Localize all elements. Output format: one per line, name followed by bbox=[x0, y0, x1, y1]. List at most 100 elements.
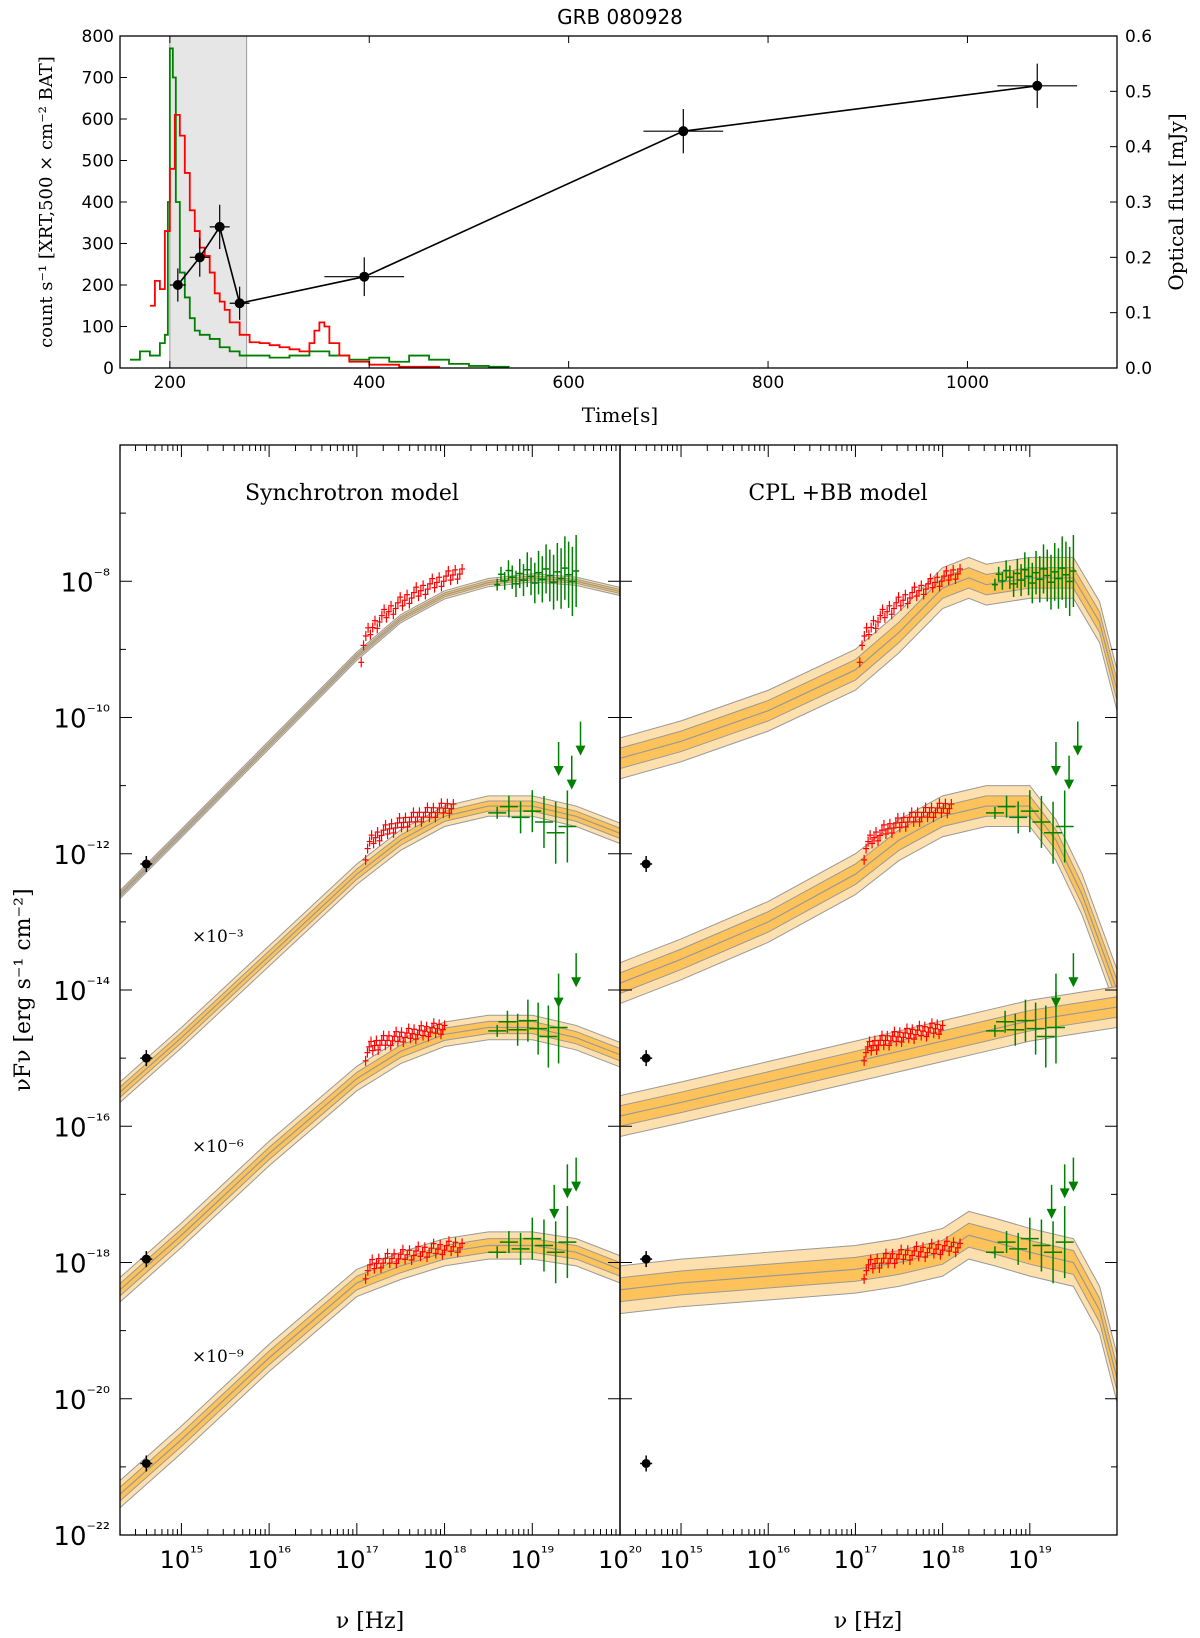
scale-label-2: ×10⁻⁶ bbox=[192, 1137, 244, 1157]
bat-upper-limit-arrow bbox=[1050, 766, 1061, 776]
bat-upper-limit-arrow bbox=[549, 1208, 560, 1219]
optical-sed-marker bbox=[141, 1053, 151, 1063]
optical-sed-marker bbox=[141, 859, 151, 869]
plot-layer bbox=[120, 535, 620, 1509]
optical-sed-marker bbox=[641, 1053, 651, 1063]
sed-synchrotron-plot bbox=[120, 535, 620, 1509]
top-panel: GRB 080928 200 400 600 800 1000 0 100 200 300 40… bbox=[36, 5, 1188, 427]
bat-lightcurve bbox=[129, 47, 510, 368]
y-tick-label: 600 bbox=[82, 110, 114, 130]
model-band-outer bbox=[120, 795, 620, 1104]
top-frame bbox=[119, 35, 1118, 369]
tick-label: 10¹⁵ bbox=[160, 1543, 204, 1574]
y-tick-label: 200 bbox=[82, 276, 114, 296]
y-tick-label: 0.6 bbox=[1125, 27, 1152, 47]
shaded-interval bbox=[169, 35, 248, 369]
optical-sed-marker bbox=[641, 1254, 651, 1264]
tick-label: 10⁻¹² bbox=[53, 839, 110, 871]
optical-sed-marker bbox=[641, 859, 651, 869]
model-line bbox=[120, 1244, 620, 1495]
optical-point bbox=[209, 204, 230, 250]
sed-panels: Synchrotron model CPL +BB model 10⁻⁸ 10⁻¹… bbox=[11, 444, 1118, 1634]
tick-label: 10¹⁷ bbox=[834, 1543, 878, 1574]
tick-label: 10¹⁷ bbox=[335, 1543, 379, 1574]
tick-label: 10⁻⁸ bbox=[60, 566, 110, 598]
x-tick-label: 800 bbox=[752, 373, 784, 393]
model-line bbox=[120, 1026, 620, 1291]
y-tick-label: 0.5 bbox=[1125, 82, 1152, 102]
sed-left-title: Synchrotron model bbox=[245, 481, 459, 506]
optical-sed-marker bbox=[641, 1458, 651, 1468]
sed-right-frame bbox=[619, 444, 1118, 1536]
model-line bbox=[120, 805, 620, 1093]
y-tick-label: 500 bbox=[82, 152, 114, 172]
bat-upper-limit-arrow bbox=[553, 766, 564, 776]
optical-point bbox=[169, 268, 186, 302]
top-x-ticks: 200 400 600 800 1000 bbox=[154, 36, 989, 393]
bat-upper-limit-arrow bbox=[1068, 1181, 1079, 1192]
y-tick-label: 400 bbox=[82, 193, 114, 213]
model-band-outer bbox=[120, 573, 620, 900]
top-y-ticks-right: 0.0 0.1 0.2 0.3 0.4 0.5 0.6 bbox=[1110, 27, 1152, 379]
model-band-inner bbox=[620, 567, 1117, 770]
tick-label: 10²⁰ bbox=[598, 1543, 642, 1574]
bat-upper-limit-arrow bbox=[1064, 779, 1075, 790]
sed-left-x-axis-label: ν [Hz] bbox=[336, 1609, 404, 1634]
x-tick-label: 1000 bbox=[946, 373, 989, 393]
model-band-inner bbox=[120, 800, 620, 1098]
y-tick-label: 0.4 bbox=[1125, 138, 1152, 158]
bat-upper-limit-arrow bbox=[566, 779, 577, 790]
model-band-inner bbox=[620, 996, 1117, 1127]
optical-marker bbox=[172, 280, 183, 290]
model-band-inner bbox=[120, 1020, 620, 1297]
optical-point bbox=[997, 63, 1078, 108]
model-line bbox=[120, 577, 620, 896]
tick-label: 10⁻¹⁴ bbox=[53, 975, 110, 1007]
tick-label: 10¹⁹ bbox=[510, 1543, 554, 1574]
top-x-axis-label: Time[s] bbox=[582, 403, 658, 427]
y-tick-label: 700 bbox=[82, 69, 114, 89]
model-band-outer bbox=[620, 1210, 1117, 1403]
model-band-outer bbox=[620, 785, 1117, 1011]
optical-point bbox=[643, 109, 724, 154]
top-title: GRB 080928 bbox=[557, 5, 683, 29]
tick-label: 10⁻¹⁸ bbox=[53, 1248, 110, 1280]
optical-marker bbox=[1032, 80, 1043, 91]
sed-axis-ticks: 10⁻⁸ 10⁻¹⁰ 10⁻¹² 10⁻¹⁴ 10⁻¹⁶ 10⁻¹⁸ 10⁻²⁰ 10⁻²² 1… bbox=[53, 445, 1117, 1574]
model-band-inner bbox=[120, 1238, 620, 1502]
bat-upper-limit-arrow bbox=[571, 977, 582, 988]
bat-upper-limit-arrow bbox=[575, 745, 586, 756]
y-tick-label: 0 bbox=[103, 359, 114, 379]
y-tick-label: 0.3 bbox=[1125, 193, 1152, 213]
optical-lightcurve bbox=[177, 85, 1038, 305]
bat-upper-limit-arrow bbox=[1059, 1188, 1070, 1199]
model-band-inner bbox=[120, 575, 620, 898]
optical-point bbox=[189, 237, 210, 277]
tick-label: 10¹⁶ bbox=[247, 1543, 291, 1574]
sed-left-frame bbox=[119, 444, 621, 1536]
tick-label: 10¹⁸ bbox=[423, 1543, 467, 1574]
optical-point bbox=[324, 257, 405, 297]
optical-marker bbox=[359, 271, 370, 282]
x-tick-label: 400 bbox=[353, 373, 385, 393]
bat-upper-limit-arrow bbox=[553, 997, 564, 1008]
plot-layer bbox=[620, 535, 1117, 1403]
bat-upper-limit-arrow bbox=[1046, 1208, 1057, 1219]
optical-marker bbox=[194, 252, 205, 263]
tick-label: 10⁻¹⁰ bbox=[53, 703, 110, 735]
top-plot-area bbox=[129, 35, 1078, 369]
y-tick-label: 100 bbox=[82, 318, 114, 338]
bat-upper-limit-arrow bbox=[1068, 977, 1079, 988]
y-tick-label: 0.0 bbox=[1125, 359, 1152, 379]
tick-label: 10⁻²² bbox=[53, 1520, 110, 1552]
model-band-outer bbox=[120, 1231, 620, 1509]
tick-label: 10⁻¹⁶ bbox=[53, 1111, 110, 1143]
model-line bbox=[620, 1234, 1117, 1379]
sed-y-axis-label: νFν [erg s⁻¹ cm⁻²] bbox=[11, 888, 36, 1091]
x-tick-label: 600 bbox=[552, 373, 584, 393]
scale-label-1: ×10⁻³ bbox=[192, 927, 244, 947]
y-tick-label: 800 bbox=[82, 27, 114, 47]
bat-upper-limit-arrow bbox=[571, 1181, 582, 1192]
tick-label: 10¹⁵ bbox=[659, 1543, 703, 1574]
